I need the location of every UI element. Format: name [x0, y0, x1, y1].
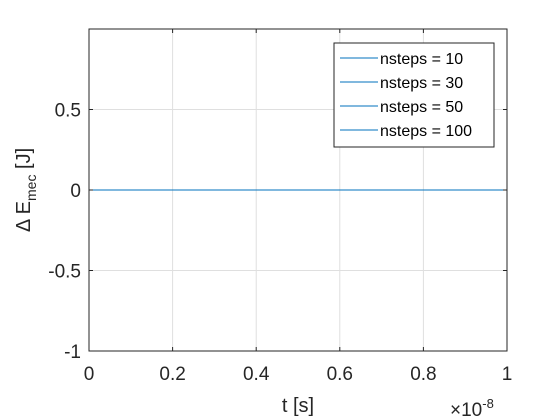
- legend-label: nsteps = 100: [380, 123, 472, 140]
- x-tick-label: 0.2: [159, 364, 185, 385]
- y-tick-label: 0.5: [55, 101, 81, 122]
- y-tick-label: -0.5: [48, 262, 81, 283]
- x-tick-labels: 0 0.2 0.4 0.6 0.8 1: [84, 364, 513, 385]
- legend-label: nsteps = 50: [380, 99, 463, 116]
- y-tick-labels: -1 -0.5 0 0.5: [48, 101, 81, 364]
- y-axis-label: Δ Emec [J]: [13, 148, 39, 232]
- x-tick-label: 0.8: [410, 364, 436, 385]
- y-axis-label-main: Δ E: [13, 201, 35, 232]
- y-tick-label: -1: [64, 342, 81, 363]
- x-tick-label: 0.4: [243, 364, 270, 385]
- tick-marks: [88, 29, 508, 352]
- x-exponent-label: ×10-8: [450, 396, 494, 420]
- x-tick-label: 0.6: [327, 364, 353, 385]
- legend-label: nsteps = 30: [380, 75, 463, 92]
- x-axis-label: t [s]: [282, 395, 314, 417]
- y-tick-label: 0: [70, 181, 81, 202]
- x-tick-label: 0: [84, 364, 95, 385]
- x-exponent-power: -8: [482, 396, 494, 411]
- x-exponent-base: ×10: [450, 400, 482, 420]
- legend: nsteps = 10 nsteps = 30 nsteps = 50 nsteps …: [333, 42, 495, 148]
- y-axis-label-sub: mec: [23, 175, 39, 201]
- x-tick-label: 1: [502, 364, 513, 385]
- y-axis-label-unit: [J]: [13, 148, 35, 175]
- legend-label: nsteps = 10: [380, 51, 463, 68]
